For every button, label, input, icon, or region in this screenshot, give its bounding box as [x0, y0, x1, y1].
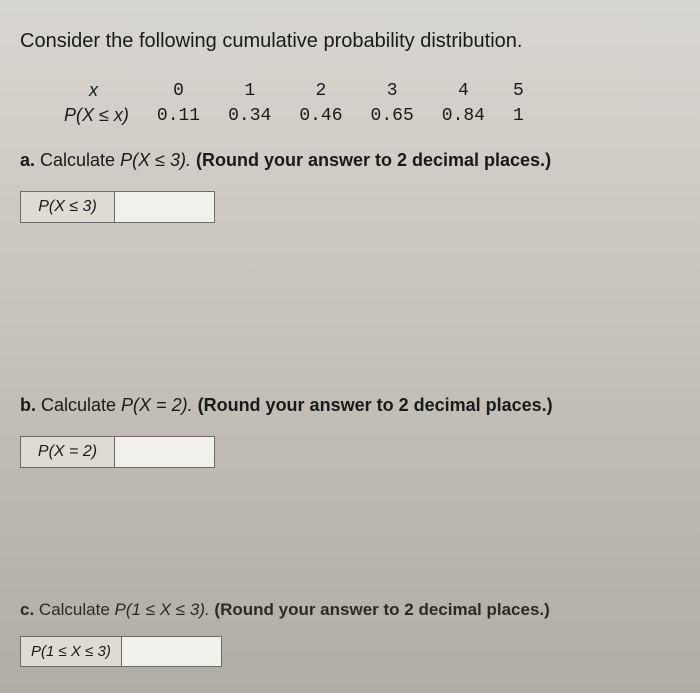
col-0: 0	[143, 78, 214, 103]
part-c-answer-row: P(1 ≤ X ≤ 3)	[20, 636, 675, 667]
intro-text: Consider the following cumulative probab…	[20, 30, 675, 53]
part-b-formula: P(X = 2).	[121, 395, 193, 415]
part-a-after: (Round your answer to 2 decimal places.)	[191, 150, 551, 170]
val-3: 0.65	[357, 103, 428, 128]
val-0: 0.11	[143, 103, 214, 128]
cdf-label: P(X ≤ x)	[50, 103, 143, 128]
col-3: 3	[357, 78, 428, 103]
part-a-input[interactable]	[115, 191, 215, 223]
part-b-input[interactable]	[115, 436, 215, 468]
probability-table: x 0 1 2 3 4 5 P(X ≤ x) 0.11 0.34 0.46 0.…	[50, 78, 675, 128]
val-1: 0.34	[214, 103, 285, 128]
col-1: 1	[214, 78, 285, 103]
part-b-answer-row: P(X = 2)	[20, 436, 675, 468]
val-5: 1	[499, 103, 538, 128]
part-c-prompt: c. Calculate P(1 ≤ X ≤ 3). (Round your a…	[20, 598, 675, 622]
part-a-formula: P(X ≤ 3).	[120, 150, 191, 170]
table-header-row: x 0 1 2 3 4 5	[50, 78, 538, 103]
part-a-label: a.	[20, 150, 35, 170]
part-a-answer-row: P(X ≤ 3)	[20, 191, 675, 223]
part-b-before: Calculate	[36, 395, 121, 415]
table-value-row: P(X ≤ x) 0.11 0.34 0.46 0.65 0.84 1	[50, 103, 538, 128]
val-4: 0.84	[428, 103, 499, 128]
part-b-answer-label: P(X = 2)	[20, 436, 115, 468]
part-b: b. Calculate P(X = 2). (Round your answe…	[20, 393, 675, 468]
col-4: 4	[428, 78, 499, 103]
part-c-input[interactable]	[122, 636, 222, 667]
part-b-after: (Round your answer to 2 decimal places.)	[193, 395, 553, 415]
val-2: 0.46	[285, 103, 356, 128]
col-5: 5	[499, 78, 538, 103]
part-a: a. Calculate P(X ≤ 3). (Round your answe…	[20, 148, 675, 223]
part-c-after: (Round your answer to 2 decimal places.)	[210, 600, 550, 619]
x-label: x	[50, 78, 143, 103]
part-b-prompt: b. Calculate P(X = 2). (Round your answe…	[20, 393, 675, 418]
part-c-answer-label: P(1 ≤ X ≤ 3)	[20, 636, 122, 667]
part-c-label: c.	[20, 600, 34, 619]
part-c-formula: P(1 ≤ X ≤ 3).	[115, 600, 210, 619]
part-a-prompt: a. Calculate P(X ≤ 3). (Round your answe…	[20, 148, 675, 173]
part-a-answer-label: P(X ≤ 3)	[20, 191, 115, 223]
part-c-before: Calculate	[34, 600, 114, 619]
part-b-label: b.	[20, 395, 36, 415]
part-a-before: Calculate	[35, 150, 120, 170]
part-c: c. Calculate P(1 ≤ X ≤ 3). (Round your a…	[20, 598, 675, 667]
col-2: 2	[285, 78, 356, 103]
